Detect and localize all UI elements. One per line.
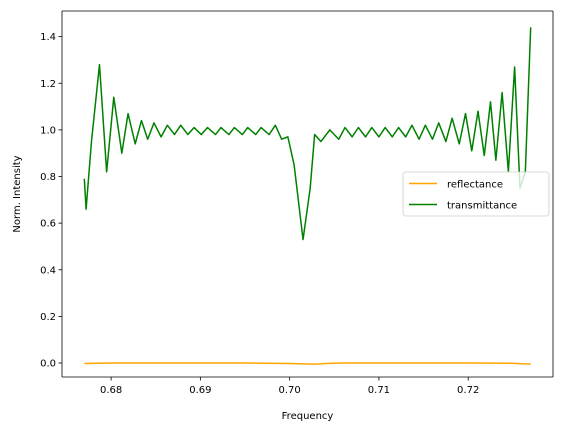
- y-tick-label: 1.4: [40, 32, 56, 43]
- y-tick-label: 0.4: [40, 265, 56, 276]
- x-tick-label: 0.71: [368, 385, 390, 396]
- legend: reflectance transmittance: [402, 171, 550, 217]
- y-tick-label: 0.8: [40, 172, 56, 183]
- x-tick-label: 0.72: [457, 385, 479, 396]
- x-axis-label: Frequency: [282, 411, 334, 422]
- series-layer: [83, 27, 532, 365]
- legend-label-reflectance: reflectance: [447, 180, 503, 191]
- legend-label-transmittance: transmittance: [447, 201, 517, 212]
- x-tick-label: 0.68: [100, 385, 122, 396]
- x-tick-label: 0.69: [189, 385, 211, 396]
- legend-box: [402, 171, 550, 217]
- y-tick-label: 0.0: [40, 359, 56, 370]
- series-line-transmittance: [83, 27, 532, 241]
- y-tick-label: 0.2: [40, 312, 56, 323]
- axes-layer: 0.68 0.69 0.70 0.71 0.72 0.0 0.2 0.4 0.6 0.8 1.0 1.…: [40, 10, 554, 396]
- y-tick-label: 1.2: [40, 79, 56, 90]
- y-tick-label: 0.6: [40, 219, 56, 230]
- y-tick-label: 1.0: [40, 125, 56, 136]
- x-tick-label: 0.70: [279, 385, 301, 396]
- series-line-reflectance: [84, 362, 531, 365]
- y-axis-label: Norm. Intensity: [12, 155, 23, 232]
